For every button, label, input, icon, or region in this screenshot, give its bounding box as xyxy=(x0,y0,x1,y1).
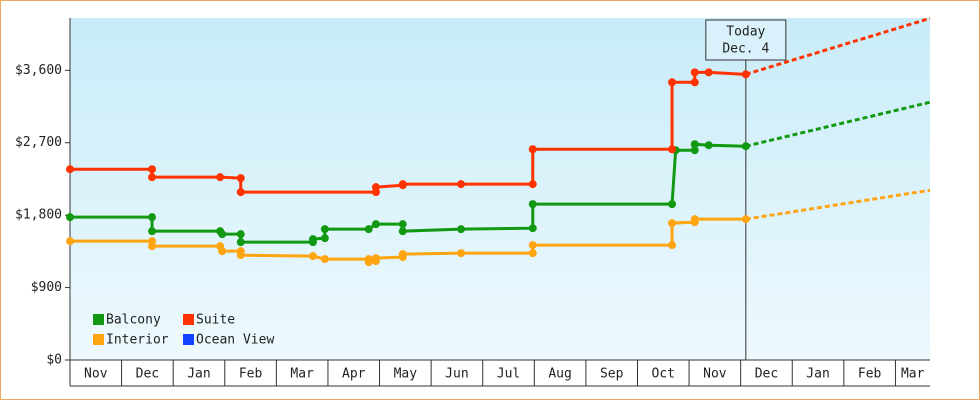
point xyxy=(371,254,380,263)
x-tick-label: Dec xyxy=(755,367,778,382)
x-tick-label: Oct xyxy=(652,367,675,382)
x-tick-label: Feb xyxy=(858,367,882,382)
point xyxy=(668,78,677,87)
x-tick-label: Jul xyxy=(497,367,520,382)
x-tick-label: Feb xyxy=(239,367,263,382)
point xyxy=(308,235,317,244)
point xyxy=(236,188,245,197)
x-tick-label: Mar xyxy=(901,367,925,382)
point xyxy=(236,238,245,247)
point xyxy=(528,145,537,154)
point xyxy=(148,227,157,236)
point xyxy=(216,173,225,182)
point xyxy=(398,220,407,229)
legend-swatch xyxy=(93,314,104,325)
y-tick-label: $0 xyxy=(46,353,62,368)
point xyxy=(371,183,380,192)
legend-label: Suite xyxy=(196,313,235,328)
point xyxy=(148,213,157,222)
forecast-line xyxy=(745,188,931,221)
y-tick-label: $1,800 xyxy=(15,208,62,223)
point xyxy=(690,78,699,87)
x-tick-label: Dec xyxy=(136,367,159,382)
point xyxy=(218,247,227,256)
y-tick-label: $3,600 xyxy=(15,63,62,78)
point xyxy=(148,165,157,174)
x-tick-label: Jan xyxy=(187,367,210,382)
today-label: Today xyxy=(726,25,765,40)
x-tick-label: Aug xyxy=(548,367,571,382)
point xyxy=(364,258,373,267)
point xyxy=(371,220,380,229)
x-tick-label: Mar xyxy=(290,367,314,382)
legend-label: Ocean View xyxy=(196,333,274,348)
point xyxy=(668,219,677,228)
point xyxy=(398,180,407,189)
point xyxy=(398,250,407,259)
point xyxy=(66,165,74,174)
legend-swatch xyxy=(183,334,194,345)
point xyxy=(668,200,677,209)
x-tick-label: Jun xyxy=(445,367,468,382)
y-tick-label: $2,700 xyxy=(15,135,62,150)
point xyxy=(457,225,466,234)
point xyxy=(66,213,74,222)
point xyxy=(690,215,699,224)
point xyxy=(148,242,157,251)
point xyxy=(236,230,245,239)
point xyxy=(457,249,466,258)
point xyxy=(236,251,245,260)
legend-label: Interior xyxy=(106,333,169,348)
point xyxy=(528,200,537,209)
point xyxy=(66,237,74,246)
point xyxy=(218,230,227,239)
x-tick-label: Apr xyxy=(342,367,366,382)
point xyxy=(148,173,157,182)
point xyxy=(668,145,677,154)
point xyxy=(528,249,537,258)
point xyxy=(236,174,245,183)
today-box xyxy=(705,19,787,61)
point xyxy=(704,68,713,77)
legend-swatch xyxy=(183,314,194,325)
point xyxy=(690,146,699,155)
x-tick-label: Nov xyxy=(703,367,727,382)
y-tick-label: $900 xyxy=(31,280,62,295)
legend-label: Balcony xyxy=(106,313,161,328)
point xyxy=(668,241,677,250)
legend-swatch xyxy=(93,334,104,345)
point xyxy=(690,140,699,149)
point xyxy=(364,225,373,234)
point xyxy=(528,241,537,250)
point xyxy=(704,141,713,150)
plot-area xyxy=(70,18,930,360)
point xyxy=(528,224,537,233)
today-label: Dec. 4 xyxy=(722,42,769,57)
point xyxy=(398,227,407,236)
x-tick-label: Nov xyxy=(84,367,108,382)
x-tick-label: Sep xyxy=(600,367,624,382)
x-tick-label: May xyxy=(394,367,418,382)
point xyxy=(308,252,317,261)
point xyxy=(457,180,466,189)
point xyxy=(320,225,329,234)
point xyxy=(528,180,537,189)
point xyxy=(690,68,699,77)
forecast-line xyxy=(745,16,931,76)
point xyxy=(320,234,329,243)
point xyxy=(320,255,329,264)
x-tick-label: Jan xyxy=(806,367,829,382)
